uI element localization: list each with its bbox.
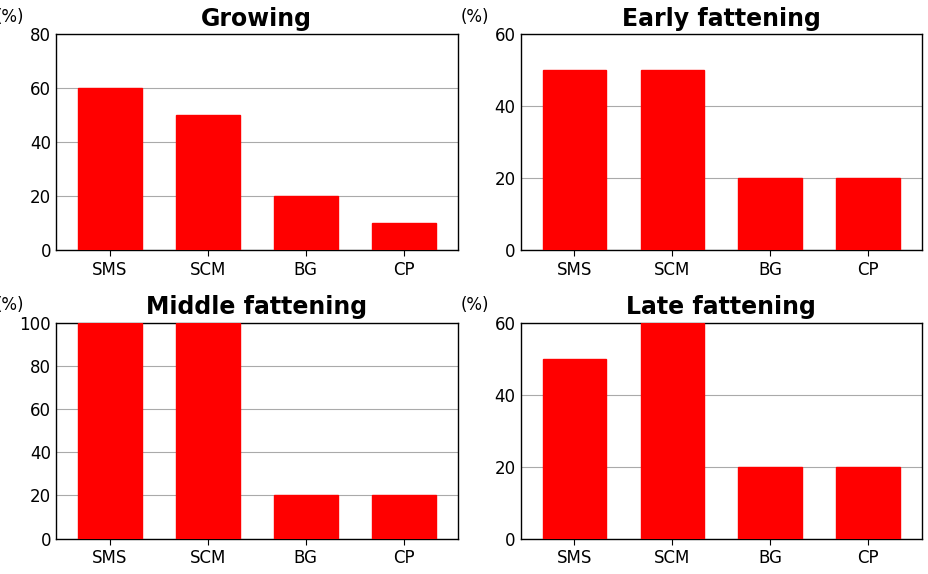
Bar [738,467,801,538]
Text: (%): (%) [0,7,24,26]
Bar [738,179,801,250]
Title: Late fattening: Late fattening [625,296,816,319]
Bar [639,323,703,538]
Bar [639,70,703,250]
Bar [371,495,435,538]
Bar [78,88,142,250]
Title: Growing: Growing [201,7,312,31]
Text: (%): (%) [459,296,488,314]
Title: Middle fattening: Middle fattening [146,296,367,319]
Bar [78,323,142,538]
Bar [371,223,435,250]
Text: (%): (%) [459,7,488,26]
Text: (%): (%) [0,296,24,314]
Bar [835,179,899,250]
Bar [274,196,337,250]
Bar [835,467,899,538]
Title: Early fattening: Early fattening [621,7,819,31]
Bar [175,323,239,538]
Bar [175,115,239,250]
Bar [542,359,606,538]
Bar [274,495,337,538]
Bar [542,70,606,250]
